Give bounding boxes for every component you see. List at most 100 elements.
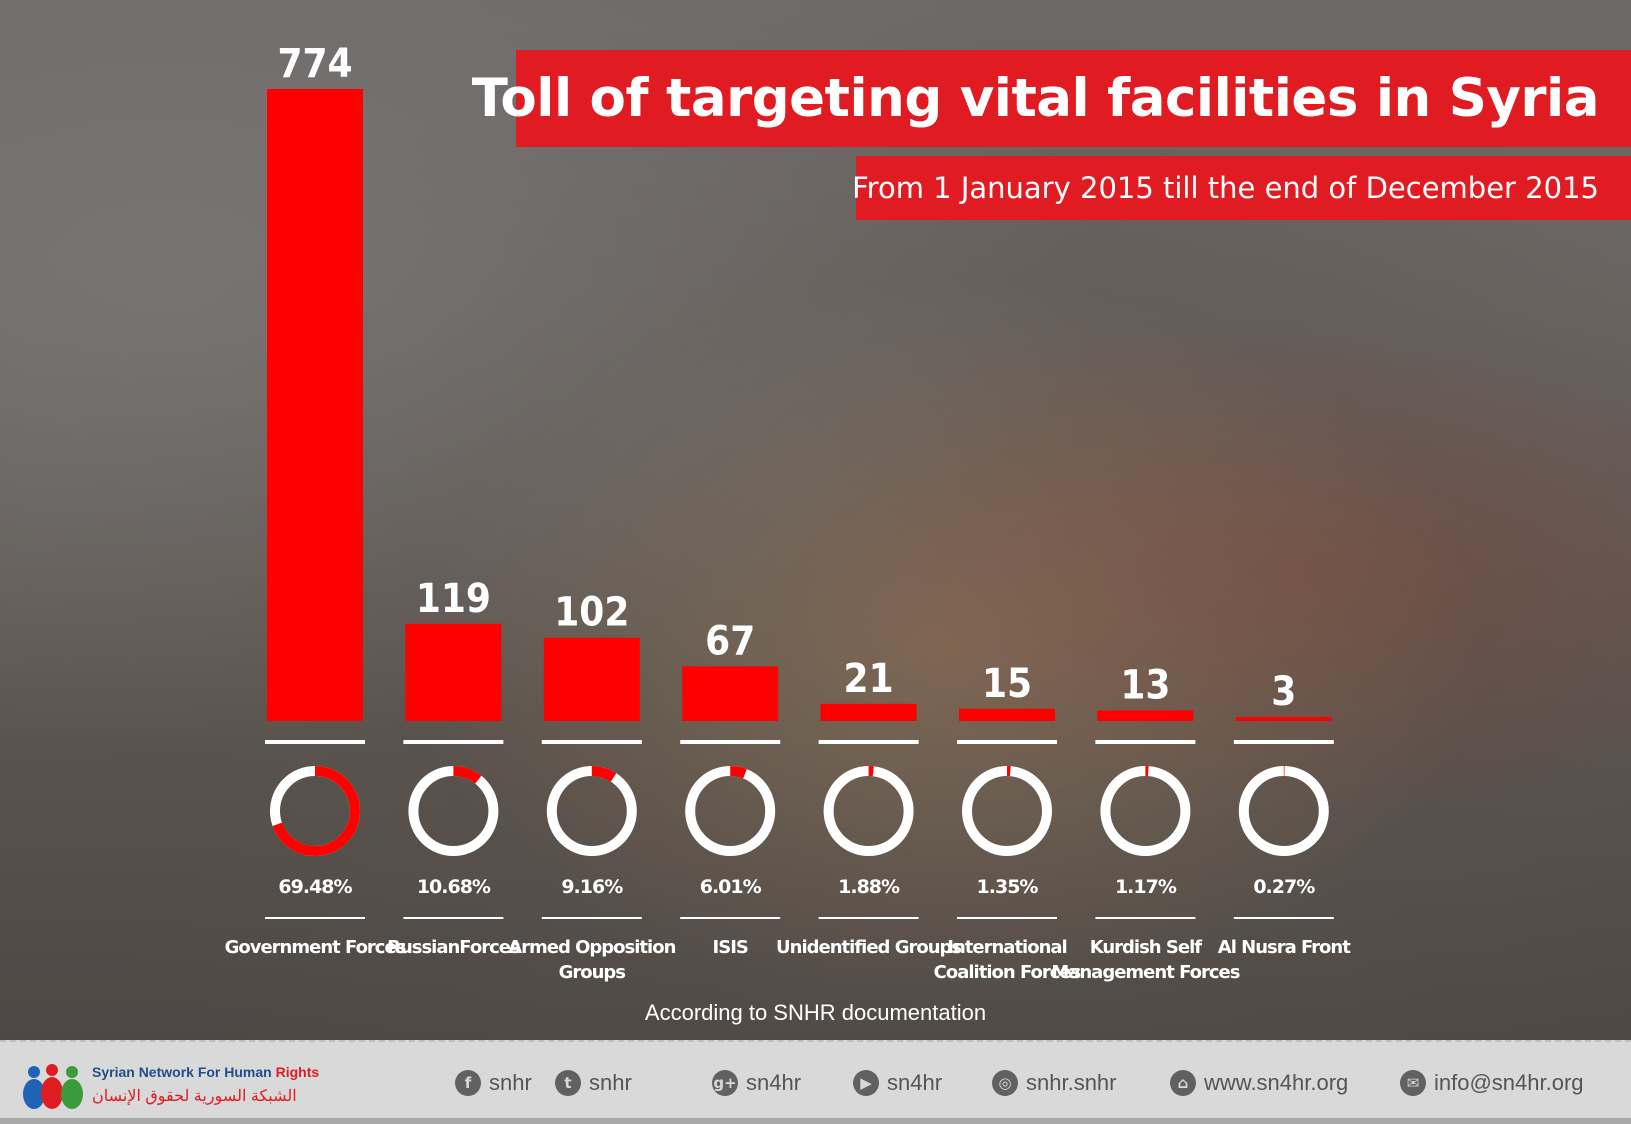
percent-label: 0.27% <box>1253 876 1315 898</box>
separator-line <box>1095 917 1196 919</box>
percent-ring <box>546 766 637 856</box>
social-label: info@sn4hr.org <box>1434 1070 1584 1095</box>
percent-ring <box>962 766 1052 856</box>
social-link-facebook[interactable]: f snhr <box>455 1070 532 1096</box>
percent-arc <box>823 766 914 856</box>
separator-line <box>680 917 781 919</box>
footer: Syrian Network For Human Rights الشبكة ا… <box>0 1040 1631 1124</box>
value-label: 774 <box>277 41 352 87</box>
bar <box>1235 717 1332 721</box>
social-label: sn4hr <box>887 1070 943 1095</box>
percent-label: 1.88% <box>838 876 900 898</box>
percent-arc <box>270 766 360 856</box>
bar <box>959 708 1055 721</box>
separator-line <box>403 740 504 744</box>
home-icon: ⌂ <box>1170 1070 1196 1096</box>
value-label: 13 <box>1120 662 1170 708</box>
percent-label: 1.17% <box>1115 876 1177 898</box>
source-note: According to SNHR documentation <box>644 1000 987 1025</box>
percent-arc <box>1100 766 1191 856</box>
separator-line <box>818 740 919 744</box>
subtitle-banner: From 1 January 2015 till the end of Dece… <box>852 156 1631 220</box>
percent-arc <box>1238 766 1329 856</box>
percent-label: 69.48% <box>278 876 352 898</box>
percent-label: 10.68% <box>417 876 491 898</box>
category-label: Al Nusra Front <box>1218 937 1351 958</box>
separator-line <box>957 740 1057 744</box>
bar <box>682 666 779 721</box>
separator-line <box>1095 740 1196 744</box>
separator-line <box>541 917 642 919</box>
social-label: www.sn4hr.org <box>1204 1070 1349 1095</box>
footer-strip <box>0 1118 1631 1124</box>
percent-ring <box>823 766 914 856</box>
bar <box>543 637 640 721</box>
category-label: Management Forces <box>1051 962 1239 983</box>
separator-line <box>1233 740 1334 744</box>
bar <box>1097 710 1194 721</box>
separator-line <box>541 740 642 744</box>
value-label: 15 <box>982 661 1032 707</box>
social-link-youtube[interactable]: ▶ sn4hr <box>853 1070 942 1096</box>
category-label: ISIS <box>713 937 748 958</box>
separator-line <box>265 917 365 919</box>
social-link-google-plus[interactable]: g+ sn4hr <box>712 1070 801 1096</box>
category-label: Unidentified Groups <box>776 937 961 958</box>
percent-ring <box>1100 766 1191 856</box>
percent-label: 9.16% <box>561 876 623 898</box>
social-label: sn4hr <box>746 1070 802 1095</box>
percent-arc <box>408 766 499 856</box>
bar-chart: 774 69.48% Government Forces 119 10.68% Russi… <box>225 41 1351 983</box>
separator-line <box>680 740 781 744</box>
separator-line <box>818 917 919 919</box>
percent-arc <box>962 766 1052 856</box>
youtube-icon: ▶ <box>853 1070 879 1096</box>
social-link-twitter[interactable]: t snhr <box>555 1070 632 1096</box>
social-label: snhr <box>489 1070 532 1095</box>
value-label: 21 <box>844 656 894 702</box>
twitter-icon: t <box>555 1070 581 1096</box>
bar <box>820 703 917 721</box>
social-link-email[interactable]: ✉ info@sn4hr.org <box>1400 1070 1584 1096</box>
category-label: Government Forces <box>225 937 406 958</box>
value-label: 3 <box>1271 669 1296 715</box>
percent-label: 1.35% <box>977 876 1039 898</box>
org-name-accent: Rights <box>275 1064 320 1080</box>
value-label: 119 <box>416 576 491 622</box>
percent-arc <box>685 766 776 856</box>
bar <box>405 623 502 721</box>
org-logo-icon <box>23 1064 83 1109</box>
percent-label: 6.01% <box>700 876 762 898</box>
org-name-en: Syrian Network For Human Rights <box>92 1064 319 1080</box>
percent-ring <box>685 766 776 856</box>
value-label: 67 <box>705 618 755 664</box>
social-label: snhr <box>589 1070 632 1095</box>
chart-title: Toll of targeting vital facilities in Sy… <box>471 68 1600 129</box>
separator-line <box>265 740 365 744</box>
org-name-main: Syrian Network For Human <box>92 1064 272 1080</box>
percent-ring <box>408 766 499 856</box>
value-label: 102 <box>554 590 629 636</box>
title-banner: Toll of targeting vital facilities in Sy… <box>472 50 1631 147</box>
social-link-instagram[interactable]: ◎ snhr.snhr <box>992 1070 1117 1096</box>
category-label: International <box>947 937 1066 958</box>
google-plus-icon: g+ <box>712 1070 738 1096</box>
separator-line <box>957 917 1057 919</box>
chart-subtitle: From 1 January 2015 till the end of Dece… <box>852 171 1599 205</box>
email-icon: ✉ <box>1400 1070 1426 1096</box>
org-name-ar: الشبكة السورية لحقوق الإنسان <box>92 1088 297 1105</box>
category-label: Groups <box>559 962 626 983</box>
category-label: Armed Opposition <box>508 937 675 958</box>
facebook-icon: f <box>455 1070 481 1096</box>
separator-line <box>403 917 504 919</box>
instagram-icon: ◎ <box>992 1070 1018 1096</box>
percent-ring <box>1238 766 1329 856</box>
percent-arc <box>546 766 637 856</box>
category-label: RussianForces <box>387 937 520 958</box>
bar <box>267 89 363 721</box>
category-label: Coalition Forces <box>934 962 1081 983</box>
category-label: Kurdish Self <box>1090 937 1203 958</box>
separator-line <box>1233 917 1334 919</box>
social-label: snhr.snhr <box>1026 1070 1117 1095</box>
social-link-home[interactable]: ⌂ www.sn4hr.org <box>1170 1070 1348 1096</box>
